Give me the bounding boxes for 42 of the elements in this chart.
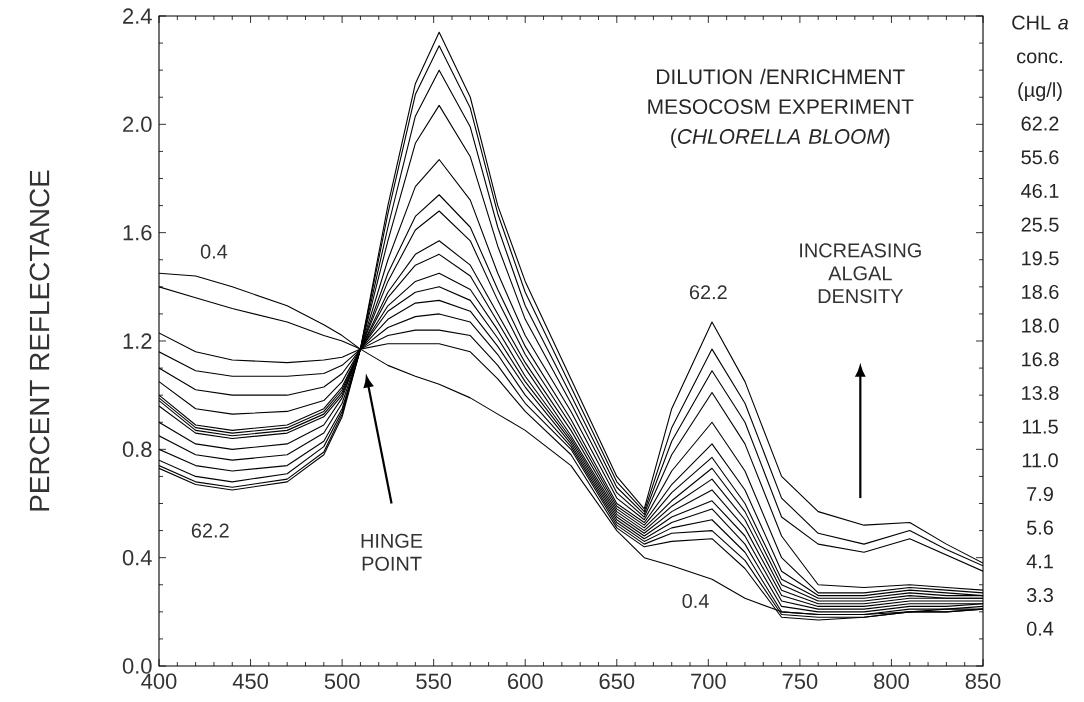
legend-label: 0.4 (1026, 621, 1054, 636)
x-tick-label: 650 (599, 673, 635, 690)
legend-label: 11.0 (1022, 453, 1058, 468)
legend-title: CHL a conc. (µg/l) (1012, 15, 1069, 101)
y-tick-label: 1.6 (123, 224, 152, 241)
legend-label: 18.0 (1022, 318, 1059, 333)
x-tick-label: 700 (691, 673, 726, 690)
x-tick-label: 600 (508, 673, 543, 690)
x-tick-label: 550 (416, 673, 452, 690)
legend-label: 62.2 (1021, 116, 1059, 131)
legend-label: 5.6 (1026, 520, 1053, 535)
legend-label: 3.3 (1026, 587, 1053, 603)
x-tick-label: 400 (141, 673, 177, 690)
y-axis-title: PERCENT REFLECTANCE (29, 170, 50, 511)
text: DILUTION /ENRICHMENT MESOCOSM EXPERIMENT (CHLORELLA BLOOM) (648, 68, 914, 149)
annotation: HINGE POINT (361, 533, 423, 571)
y-tick-label: 2.4 (123, 8, 152, 24)
annotation: INCREASING ALGAL DENSITY (800, 243, 921, 304)
legend-label: 4.1 (1026, 554, 1053, 569)
x-tick-label: 450 (232, 673, 268, 690)
y-tick-label: 0.8 (122, 441, 152, 458)
annotation: 0.4 (682, 593, 709, 609)
legend-label: 46.1 (1021, 183, 1059, 198)
x-tick-label: 750 (782, 673, 818, 690)
annotation: 62.2 (689, 285, 727, 300)
y-tick-label: 2.0 (123, 116, 152, 133)
legend-label: 55.6 (1021, 150, 1059, 165)
x-tick-label: 500 (324, 673, 360, 690)
x-tick-label: 800 (874, 673, 909, 690)
legend-label: 25.5 (1021, 217, 1059, 232)
legend-label: 19.5 (1022, 251, 1059, 266)
x-tick-label: 850 (965, 673, 1001, 690)
legend-label: 7.9 (1027, 486, 1053, 502)
legend-label: 11.5 (1022, 419, 1058, 434)
y-tick-label: 1.2 (123, 333, 152, 349)
legend-label: 13.8 (1022, 385, 1059, 401)
annotation: 0.4 (200, 244, 228, 259)
legend-label: 18.6 (1022, 284, 1059, 299)
y-tick-label: 0.4 (122, 549, 152, 566)
y-tick-label: 0.0 (122, 658, 152, 674)
legend-label: 16.8 (1022, 352, 1059, 367)
annotation: 62.2 (191, 523, 229, 538)
